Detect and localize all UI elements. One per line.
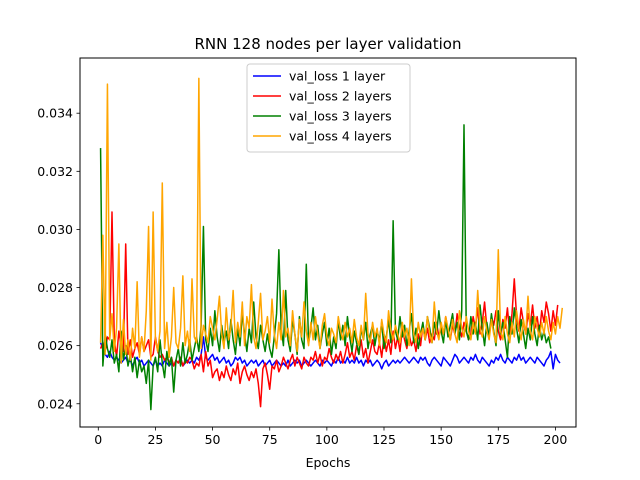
legend-label: val_loss 4 layers bbox=[289, 129, 392, 144]
x-axis: 0 25 50 75 100 125 150 175 200 bbox=[94, 427, 567, 447]
plot-frame bbox=[79, 57, 577, 428]
y-tick-label: 0.028 bbox=[37, 280, 73, 295]
y-tick-label: 0.030 bbox=[37, 222, 73, 237]
x-tick-label: 200 bbox=[543, 432, 567, 447]
x-axis-title: Epochs bbox=[306, 455, 351, 470]
y-tick-label: 0.026 bbox=[37, 338, 73, 353]
legend-label: val_loss 2 layers bbox=[289, 89, 392, 104]
y-tick-label: 0.024 bbox=[37, 396, 73, 411]
x-tick-label: 0 bbox=[94, 432, 102, 447]
x-tick-label: 25 bbox=[147, 432, 163, 447]
y-tick-label: 0.032 bbox=[37, 164, 73, 179]
legend-label: val_loss 3 layers bbox=[289, 109, 392, 124]
legend-label: val_loss 1 layer bbox=[289, 69, 386, 84]
series-layer bbox=[99, 77, 564, 411]
x-tick-label: 75 bbox=[262, 432, 278, 447]
y-tick-label: 0.034 bbox=[37, 106, 73, 121]
legend: val_loss 1 layer val_loss 2 layers val_los… bbox=[246, 63, 411, 153]
y-axis: 0.024 0.026 0.028 0.030 0.032 0.034 bbox=[37, 106, 80, 411]
series-line-4 bbox=[99, 77, 564, 364]
x-tick-label: 150 bbox=[429, 432, 453, 447]
x-tick-label: 125 bbox=[372, 432, 396, 447]
x-tick-label: 50 bbox=[205, 432, 221, 447]
x-tick-label: 100 bbox=[315, 432, 339, 447]
legend-box bbox=[246, 63, 411, 153]
chart-title: RNN 128 nodes per layer validation bbox=[195, 35, 462, 53]
x-tick-label: 175 bbox=[486, 432, 510, 447]
